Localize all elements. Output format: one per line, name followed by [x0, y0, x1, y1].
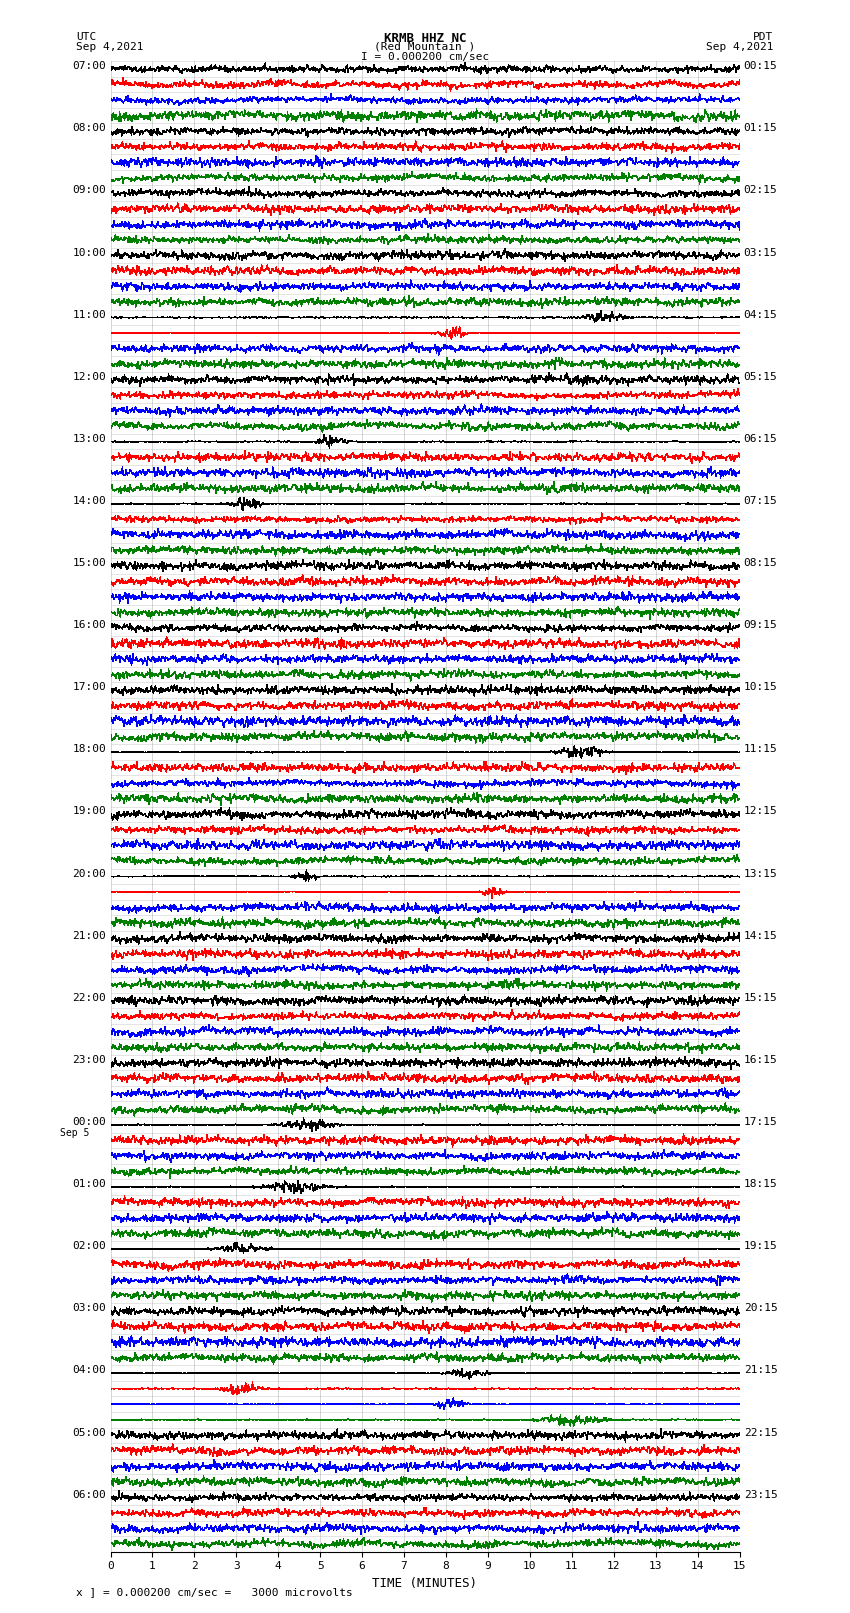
- Text: 07:15: 07:15: [744, 497, 778, 506]
- Text: 16:00: 16:00: [72, 621, 106, 631]
- Text: 14:15: 14:15: [744, 931, 778, 940]
- Text: 11:15: 11:15: [744, 745, 778, 755]
- Text: 08:00: 08:00: [72, 124, 106, 134]
- Text: KRMB HHZ NC: KRMB HHZ NC: [383, 32, 467, 45]
- Text: 21:00: 21:00: [72, 931, 106, 940]
- Text: 06:15: 06:15: [744, 434, 778, 444]
- Text: 15:15: 15:15: [744, 994, 778, 1003]
- Text: 00:00: 00:00: [72, 1118, 106, 1127]
- Text: 13:00: 13:00: [72, 434, 106, 444]
- Text: 01:00: 01:00: [72, 1179, 106, 1189]
- Text: 15:00: 15:00: [72, 558, 106, 568]
- Text: 06:00: 06:00: [72, 1490, 106, 1500]
- Text: 18:00: 18:00: [72, 745, 106, 755]
- Text: 20:15: 20:15: [744, 1303, 778, 1313]
- Text: 20:00: 20:00: [72, 868, 106, 879]
- Text: Sep 5: Sep 5: [60, 1127, 89, 1137]
- Text: 17:15: 17:15: [744, 1118, 778, 1127]
- Text: 09:00: 09:00: [72, 185, 106, 195]
- Text: 04:15: 04:15: [744, 310, 778, 319]
- Text: 09:15: 09:15: [744, 621, 778, 631]
- Text: 05:15: 05:15: [744, 373, 778, 382]
- Text: 11:00: 11:00: [72, 310, 106, 319]
- Text: 14:00: 14:00: [72, 497, 106, 506]
- Text: 10:15: 10:15: [744, 682, 778, 692]
- Text: 12:00: 12:00: [72, 373, 106, 382]
- Text: 01:15: 01:15: [744, 124, 778, 134]
- Text: 10:00: 10:00: [72, 248, 106, 258]
- Text: 08:15: 08:15: [744, 558, 778, 568]
- Text: 19:00: 19:00: [72, 806, 106, 816]
- Text: UTC: UTC: [76, 32, 97, 42]
- Text: Sep 4,2021: Sep 4,2021: [76, 42, 144, 52]
- Text: 18:15: 18:15: [744, 1179, 778, 1189]
- Text: 00:15: 00:15: [744, 61, 778, 71]
- Text: 03:15: 03:15: [744, 248, 778, 258]
- Text: PDT: PDT: [753, 32, 774, 42]
- Text: I = 0.000200 cm/sec: I = 0.000200 cm/sec: [361, 52, 489, 61]
- Text: 12:15: 12:15: [744, 806, 778, 816]
- Text: 23:00: 23:00: [72, 1055, 106, 1065]
- Text: (Red Mountain ): (Red Mountain ): [374, 42, 476, 52]
- Text: 19:15: 19:15: [744, 1242, 778, 1252]
- Text: 22:00: 22:00: [72, 994, 106, 1003]
- X-axis label: TIME (MINUTES): TIME (MINUTES): [372, 1578, 478, 1590]
- Text: 05:00: 05:00: [72, 1428, 106, 1437]
- Text: 03:00: 03:00: [72, 1303, 106, 1313]
- Text: 21:15: 21:15: [744, 1365, 778, 1376]
- Text: 02:00: 02:00: [72, 1242, 106, 1252]
- Text: 07:00: 07:00: [72, 61, 106, 71]
- Text: Sep 4,2021: Sep 4,2021: [706, 42, 774, 52]
- Text: 22:15: 22:15: [744, 1428, 778, 1437]
- Text: 23:15: 23:15: [744, 1490, 778, 1500]
- Text: 16:15: 16:15: [744, 1055, 778, 1065]
- Text: 13:15: 13:15: [744, 868, 778, 879]
- Text: x ] = 0.000200 cm/sec =   3000 microvolts: x ] = 0.000200 cm/sec = 3000 microvolts: [76, 1587, 354, 1597]
- Text: 17:00: 17:00: [72, 682, 106, 692]
- Text: 04:00: 04:00: [72, 1365, 106, 1376]
- Text: 02:15: 02:15: [744, 185, 778, 195]
